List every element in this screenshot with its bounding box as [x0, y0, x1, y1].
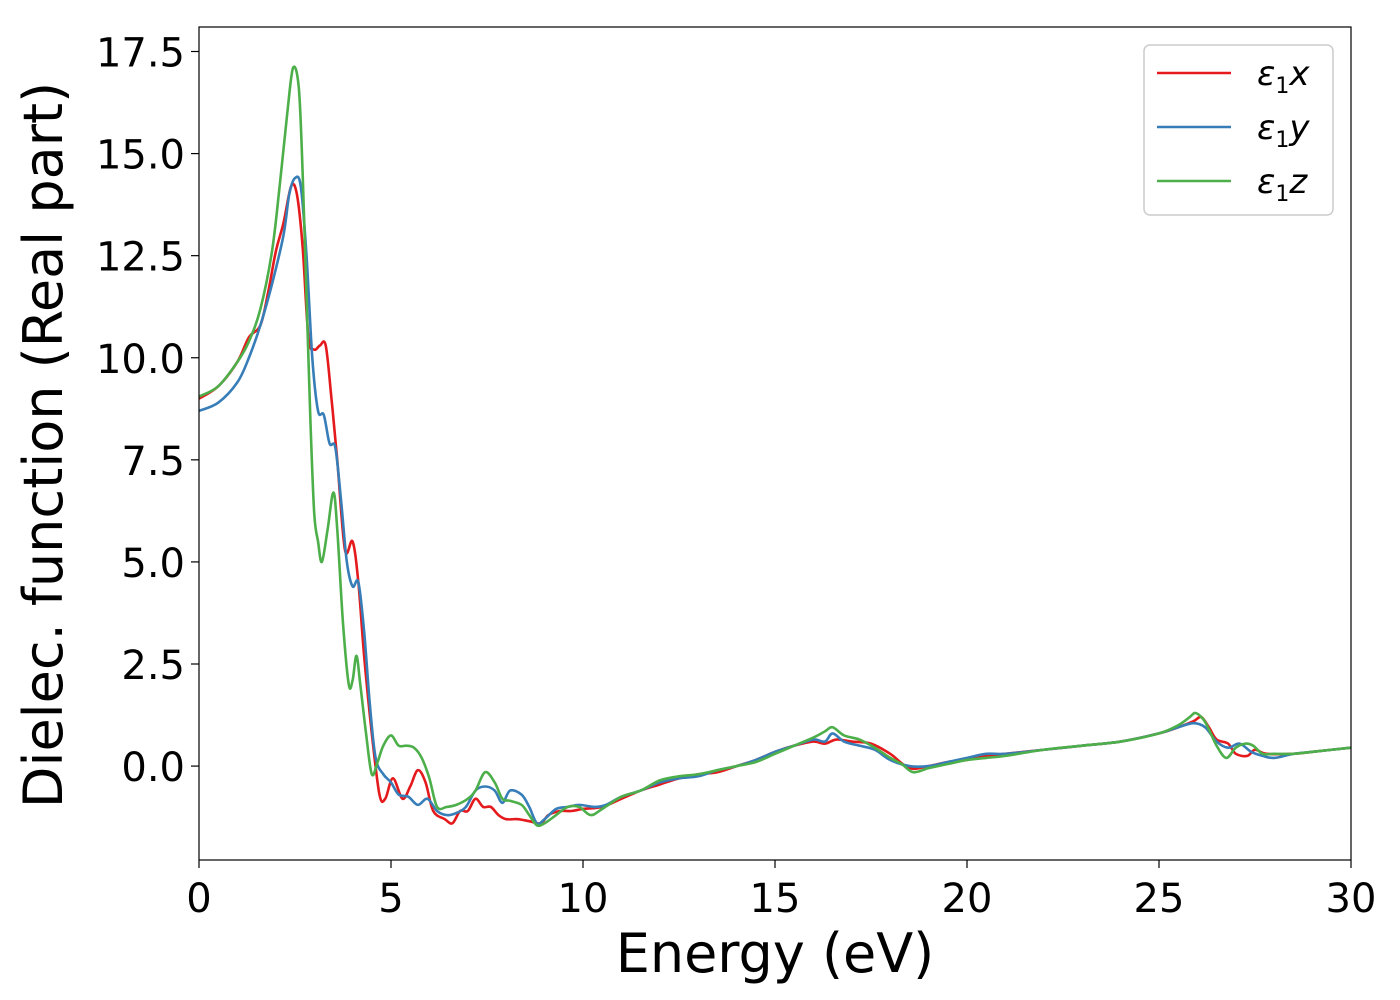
y-axis-title: Dielec. function (Real part): [12, 82, 75, 808]
x-tick-label: 20: [942, 876, 993, 922]
legend-box: [1143, 44, 1334, 216]
y-tick-label: 10.0: [96, 337, 185, 383]
x-tick-label: 5: [378, 876, 403, 922]
series-line-z: [199, 65, 1351, 828]
x-tick-label: 25: [1134, 876, 1185, 922]
x-axis-title: Energy (eV): [616, 922, 935, 985]
x-tick-label: 10: [558, 876, 609, 922]
y-tick-label: 7.5: [121, 439, 185, 485]
x-tick-label: 15: [750, 876, 801, 922]
y-tick-label: 2.5: [121, 643, 185, 689]
x-tick-label: 30: [1326, 876, 1377, 922]
legend-label-z: ε1z: [1257, 162, 1308, 207]
x-axis: 0 5 10 15 20 25 30: [186, 860, 1376, 922]
plot-lines: [199, 65, 1351, 828]
y-tick-label: 12.5: [96, 235, 185, 281]
series-line-y: [199, 175, 1351, 826]
y-axis: 0.0 2.5 5.0 7.5 10.0 12.5 15.0 17.5: [96, 31, 199, 791]
y-tick-label: 15.0: [96, 133, 185, 179]
y-tick-label: 17.5: [96, 31, 185, 77]
y-tick-label: 5.0: [121, 541, 185, 587]
y-tick-label: 0.0: [121, 745, 185, 791]
legend-label-x: ε1x: [1257, 54, 1310, 99]
x-tick-label: 0: [186, 876, 211, 922]
legend: ε1x ε1y ε1z: [1143, 44, 1334, 216]
legend-label-y: ε1y: [1257, 108, 1310, 153]
